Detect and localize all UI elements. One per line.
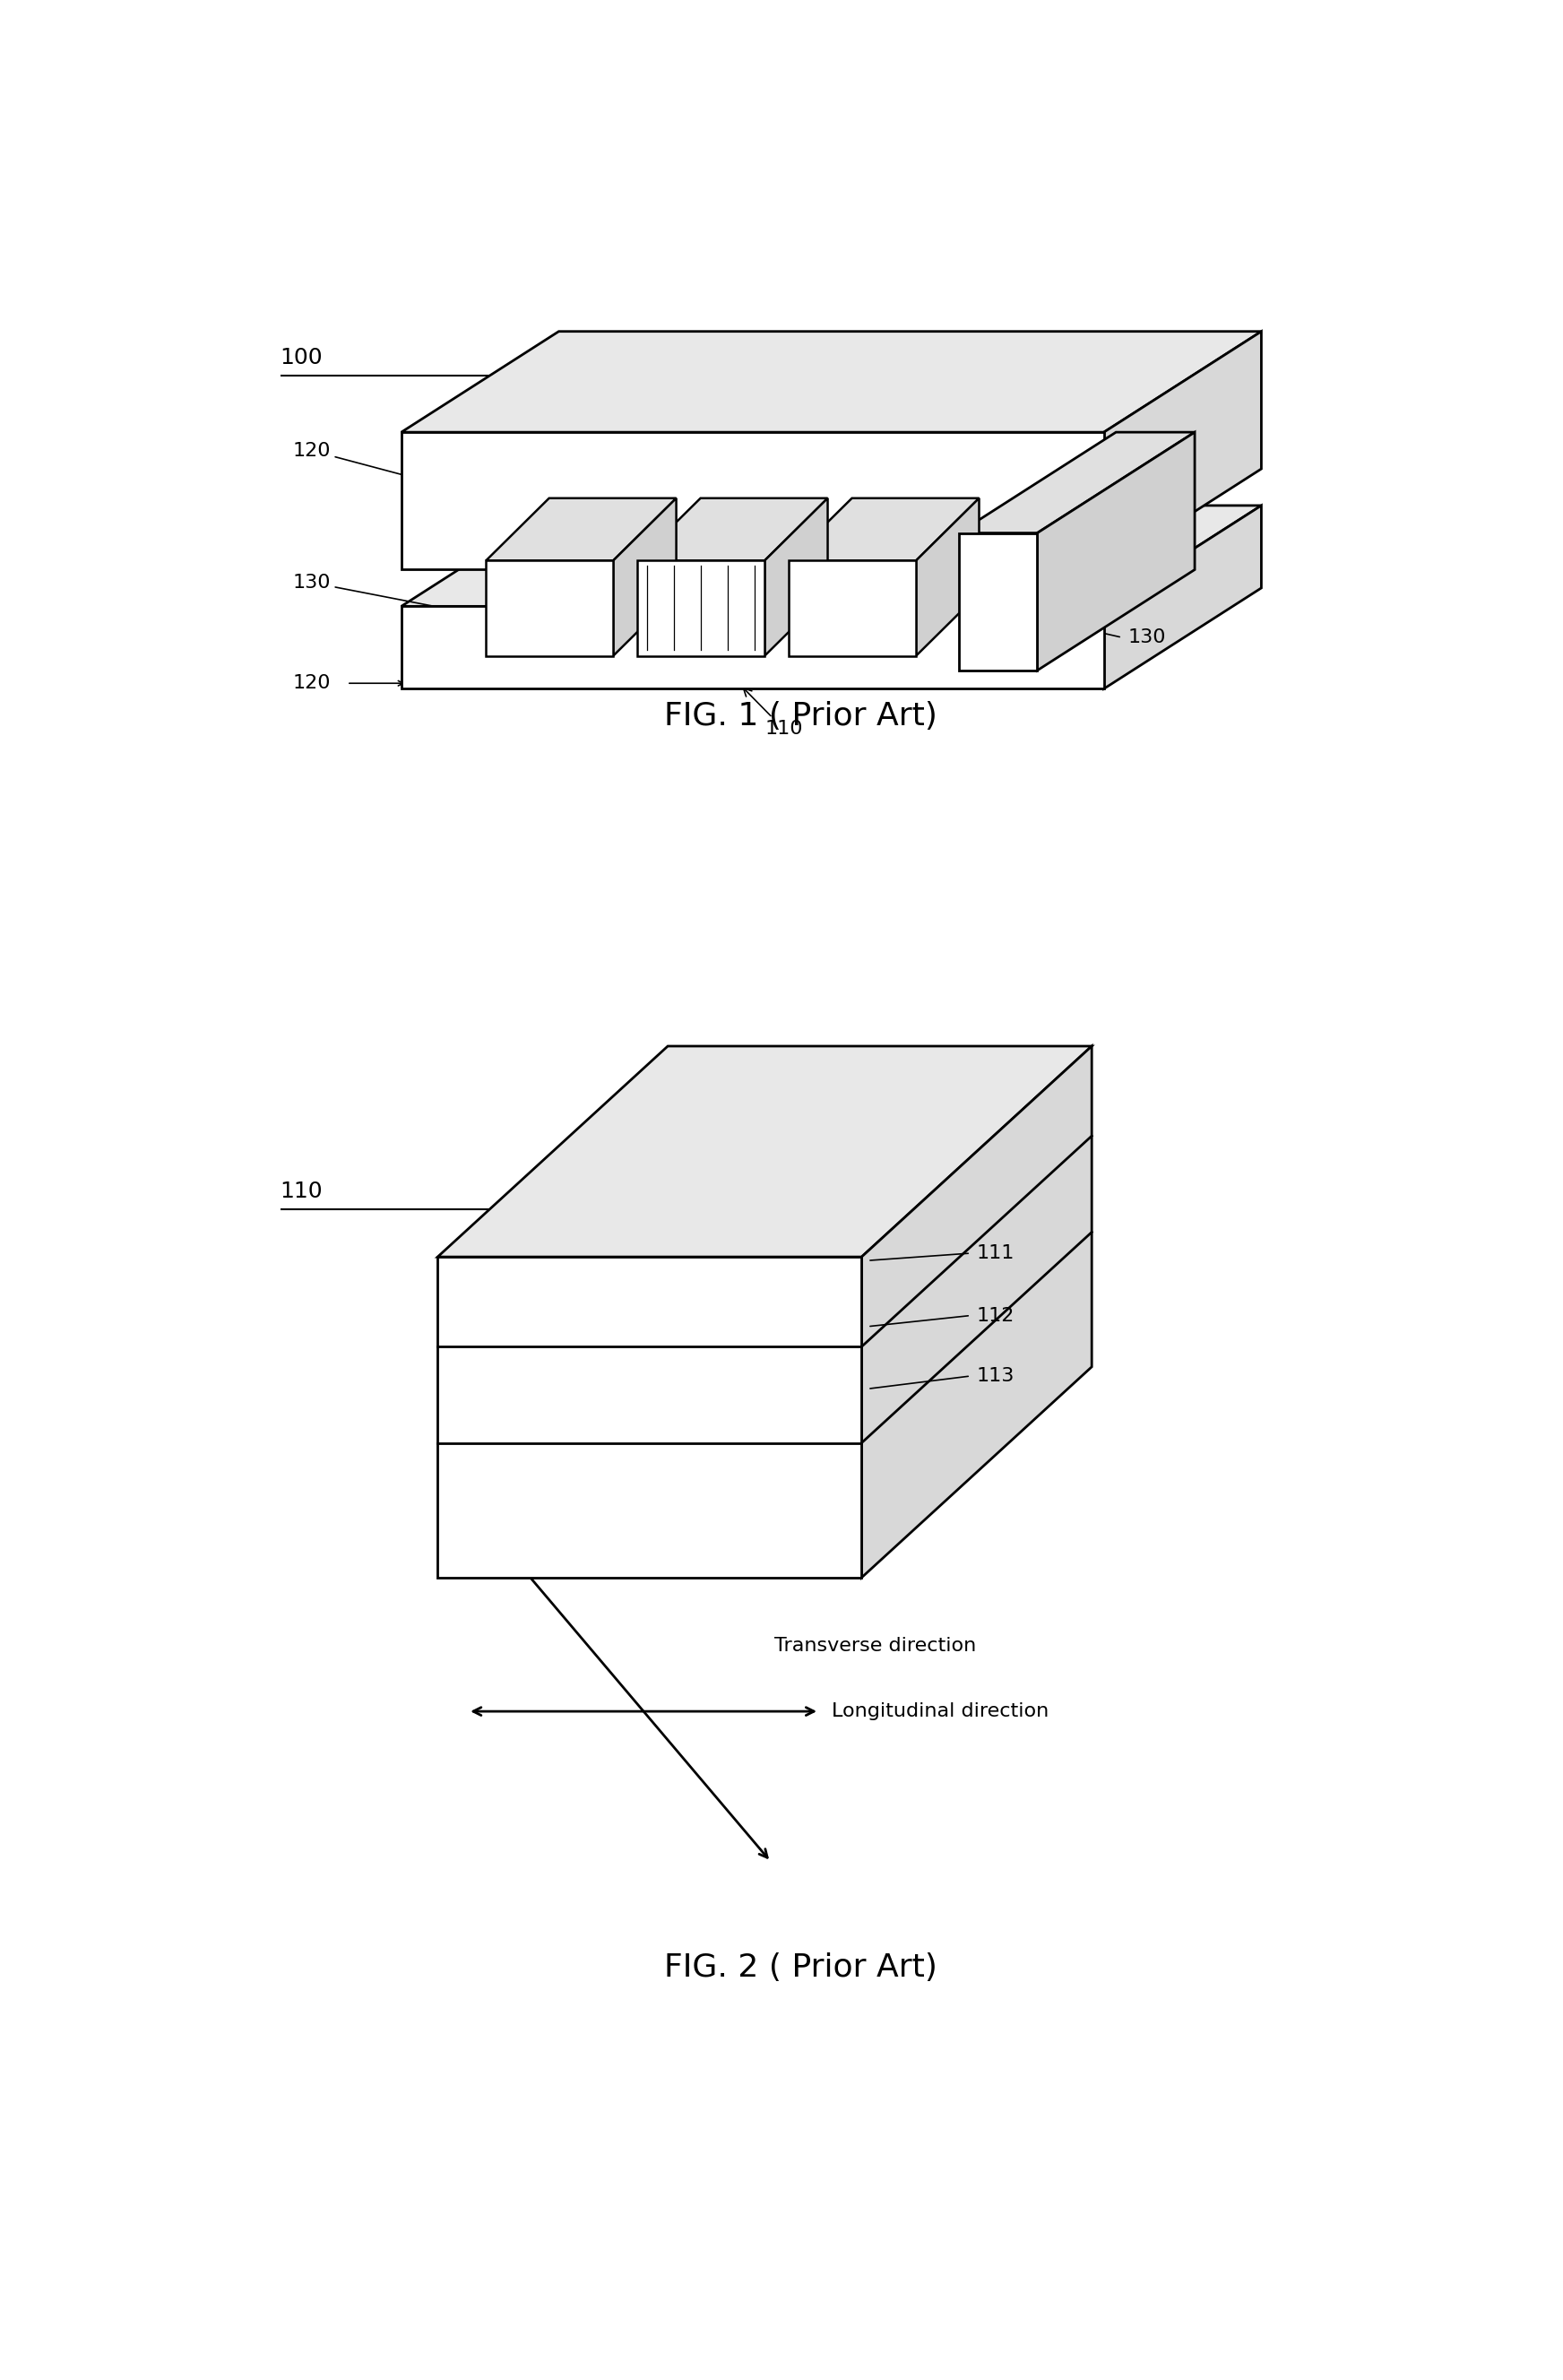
Text: 120: 120 xyxy=(292,674,330,693)
Text: FIG. 1 ( Prior Art): FIG. 1 ( Prior Art) xyxy=(664,702,938,731)
Polygon shape xyxy=(861,1047,1091,1578)
Polygon shape xyxy=(1038,433,1194,671)
Polygon shape xyxy=(613,497,677,657)
Text: 110: 110 xyxy=(280,1180,324,1202)
Polygon shape xyxy=(638,497,828,559)
Text: 130: 130 xyxy=(292,574,525,626)
Text: 111: 111 xyxy=(977,1245,1014,1261)
Text: 100: 100 xyxy=(280,347,324,369)
Polygon shape xyxy=(438,1257,861,1578)
Text: 120: 120 xyxy=(292,443,500,502)
Polygon shape xyxy=(402,331,1261,433)
Polygon shape xyxy=(638,559,764,657)
Polygon shape xyxy=(402,607,1103,688)
Polygon shape xyxy=(789,559,916,657)
Text: 112: 112 xyxy=(977,1307,1014,1326)
Polygon shape xyxy=(402,433,1103,569)
Polygon shape xyxy=(438,1047,1091,1257)
Polygon shape xyxy=(789,497,978,559)
Polygon shape xyxy=(958,533,1038,671)
Text: FIG. 2 ( Prior Art): FIG. 2 ( Prior Art) xyxy=(664,1952,938,1983)
Polygon shape xyxy=(1103,505,1261,688)
Polygon shape xyxy=(958,433,1194,533)
Polygon shape xyxy=(916,497,978,657)
Polygon shape xyxy=(486,559,613,657)
Polygon shape xyxy=(486,497,677,559)
Text: 130: 130 xyxy=(1128,628,1166,647)
Text: 110: 110 xyxy=(744,688,803,738)
Text: Longitudinal direction: Longitudinal direction xyxy=(832,1702,1049,1721)
Text: Transverse direction: Transverse direction xyxy=(774,1637,977,1654)
Polygon shape xyxy=(402,505,1261,607)
Text: 113: 113 xyxy=(977,1366,1014,1385)
Polygon shape xyxy=(1103,331,1261,569)
Polygon shape xyxy=(764,497,828,657)
